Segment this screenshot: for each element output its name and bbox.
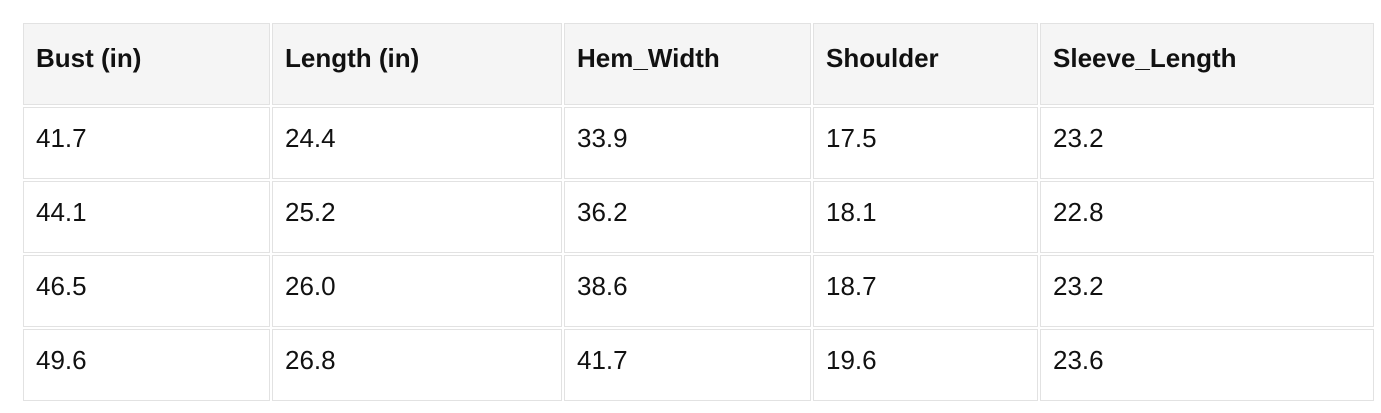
table-cell: 26.8 (272, 329, 562, 401)
table-cell: 41.7 (564, 329, 811, 401)
table-cell: 26.0 (272, 255, 562, 327)
table-cell: 23.6 (1040, 329, 1374, 401)
table-cell: 38.6 (564, 255, 811, 327)
table-cell: 18.7 (813, 255, 1038, 327)
table-cell: 19.6 (813, 329, 1038, 401)
table-cell: 36.2 (564, 181, 811, 253)
table-cell: 49.6 (23, 329, 270, 401)
table-cell: 46.5 (23, 255, 270, 327)
table-cell: 44.1 (23, 181, 270, 253)
table-cell: 23.2 (1040, 107, 1374, 179)
table-cell: 41.7 (23, 107, 270, 179)
table-cell: 22.8 (1040, 181, 1374, 253)
column-header-sleeve-length: Sleeve_Length (1040, 23, 1374, 105)
table-cell: 17.5 (813, 107, 1038, 179)
table-row: 46.5 26.0 38.6 18.7 23.2 (23, 255, 1374, 327)
table-cell: 18.1 (813, 181, 1038, 253)
table-row: 41.7 24.4 33.9 17.5 23.2 (23, 107, 1374, 179)
table-cell: 23.2 (1040, 255, 1374, 327)
column-header-shoulder: Shoulder (813, 23, 1038, 105)
table-cell: 33.9 (564, 107, 811, 179)
header-row: Bust (in) Length (in) Hem_Width Shoulder… (23, 23, 1374, 105)
table-cell: 25.2 (272, 181, 562, 253)
table-row: 49.6 26.8 41.7 19.6 23.6 (23, 329, 1374, 401)
table-container: Bust (in) Length (in) Hem_Width Shoulder… (21, 21, 1376, 403)
table-cell: 24.4 (272, 107, 562, 179)
size-chart-table: Bust (in) Length (in) Hem_Width Shoulder… (21, 21, 1376, 403)
column-header-length: Length (in) (272, 23, 562, 105)
table-row: 44.1 25.2 36.2 18.1 22.8 (23, 181, 1374, 253)
column-header-bust: Bust (in) (23, 23, 270, 105)
column-header-hem-width: Hem_Width (564, 23, 811, 105)
